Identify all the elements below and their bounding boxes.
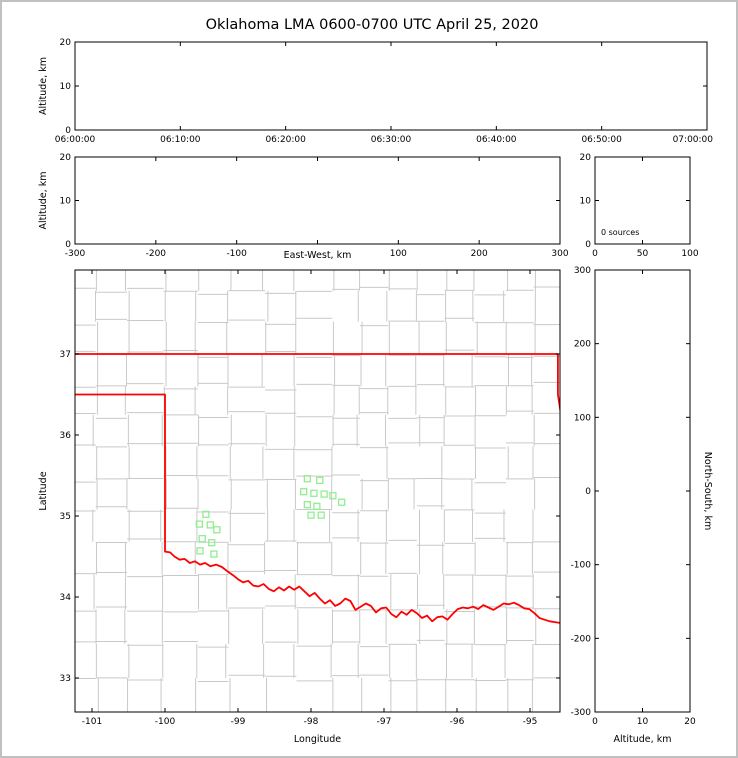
lma-station-marker [210, 550, 218, 558]
time-height-panel-y-tick-label: 10 [60, 82, 72, 92]
lma-station-marker [310, 489, 318, 497]
map-panel-x-tick-label: -99 [231, 717, 246, 727]
ew-height-panel-x-tick-label: 300 [551, 249, 568, 259]
ew-height-panel-x-tick-label: -200 [146, 249, 167, 259]
time-height-panel-x-tick-label: 07:00:00 [673, 135, 714, 145]
ns-height-panel-y-tick-label: -100 [571, 561, 592, 571]
ew-height-panel-y-axis-label: Altitude, km [38, 172, 49, 230]
lma-station-marker [307, 511, 315, 519]
ns-height-panel-y-axis-label: North-South, km [702, 452, 713, 530]
lma-station-marker [320, 490, 328, 498]
lma-station-marker [317, 511, 325, 519]
ew-height-panel-y-tick-label: 20 [60, 153, 72, 163]
lma-station-marker [338, 498, 346, 506]
time-height-panel-y-tick-label: 20 [60, 38, 72, 48]
time-height-panel-x-tick-label: 06:20:00 [265, 135, 306, 145]
ew-height-panel-frame [74, 156, 561, 245]
ns-height-panel-y-tick-label: 100 [574, 413, 591, 423]
ns-height-panel-x-tick-label: 0 [592, 717, 598, 727]
lma-station-marker [303, 500, 312, 509]
state-border-layer [75, 353, 560, 624]
ns-height-panel-x-tick-label: 20 [684, 717, 696, 727]
lma-station-marker [206, 521, 214, 529]
ew-height-panel: -300 -200 -100 100 200 300 0 10 20 East-West, km A… [38, 153, 569, 261]
lma-station-marker [208, 539, 216, 547]
time-height-panel: 06:00:00 06:10:00 06:20:00 06:30:00 06:40:00… [38, 38, 713, 145]
lma-station-marker [195, 520, 203, 528]
map-panel-x-tick-label: -97 [377, 717, 392, 727]
axes-layer: 06:00:00 06:10:00 06:20:00 06:30:00 06:40:00… [38, 38, 713, 745]
ns-height-panel-y-tick-label: 0 [585, 487, 591, 497]
ns-height-panel-y-tick-label: -200 [571, 634, 592, 644]
time-height-panel-frame [74, 41, 708, 131]
time-height-panel-y-axis-label: Altitude, km [38, 57, 49, 115]
ew-height-panel-y-tick-label: 10 [60, 197, 72, 207]
lma-station-marker [329, 492, 337, 500]
county-boundaries-layer [75, 270, 560, 712]
ew-height-panel-x-tick-label: -100 [226, 249, 247, 259]
map-panel-y-tick-label: 33 [60, 674, 71, 684]
lma-station-marker [316, 476, 324, 484]
map-panel-y-tick-label: 35 [60, 512, 71, 522]
time-height-panel-x-tick-label: 06:30:00 [371, 135, 412, 145]
map-panel-x-tick-label: -98 [304, 717, 319, 727]
map-panel: -101 -100 -99 -98 -97 -96 -95 33 34 35 36 37 Longitu… [38, 269, 561, 745]
time-height-panel-x-tick-label: 06:40:00 [476, 135, 517, 145]
source-count-annotation: 0 sources [601, 228, 639, 237]
ew-height-panel-x-tick-label: 100 [390, 249, 407, 259]
lma-station-marker [202, 510, 210, 519]
ns-height-panel-x-axis-label: Altitude, km [614, 734, 672, 745]
map-panel-x-tick-label: -100 [155, 717, 176, 727]
ns-height-panel-y-tick-label: -300 [571, 708, 592, 718]
ns-height-panel-y-tick-label: 200 [574, 340, 591, 350]
time-height-panel-x-tick-label: 06:50:00 [581, 135, 622, 145]
time-height-panel-x-tick-label: 06:10:00 [160, 135, 201, 145]
source-histogram-panel-x-tick-label: 0 [592, 249, 598, 259]
lma-stations-layer [195, 475, 346, 558]
ew-height-panel-x-tick-label: -300 [65, 249, 86, 259]
lma-station-marker [213, 526, 221, 534]
lma-station-marker [313, 502, 321, 510]
lma-station-marker [300, 488, 308, 496]
map-panel-frame [74, 269, 561, 713]
source-histogram-panel-x-tick-label: 100 [681, 249, 698, 259]
source-histogram-panel-y-tick-label: 20 [580, 153, 592, 163]
oklahoma-state-border [557, 354, 560, 415]
ew-height-panel-y-tick-label: 0 [65, 240, 71, 250]
ns-height-panel-frame [594, 269, 691, 713]
map-panel-y-tick-label: 34 [60, 593, 72, 603]
lma-station-marker [198, 535, 206, 543]
source-histogram-panel: 0 50 100 0 10 20 0 sources [580, 153, 699, 259]
lma-station-marker [303, 475, 312, 483]
ns-height-panel-y-tick-label: 300 [574, 266, 591, 276]
ew-height-panel-x-tick-label: 200 [471, 249, 488, 259]
source-histogram-panel-y-tick-label: 10 [580, 197, 592, 207]
ns-height-panel-x-tick-label: 10 [637, 717, 649, 727]
lma-station-marker [196, 547, 204, 555]
time-height-panel-y-tick-label: 0 [65, 126, 71, 136]
source-histogram-panel-x-tick-label: 50 [637, 249, 649, 259]
source-histogram-panel-y-tick-label: 0 [585, 240, 591, 250]
map-panel-y-tick-label: 37 [60, 350, 71, 360]
time-height-panel-x-tick-label: 06:00:00 [55, 135, 96, 145]
ns-height-panel: 0 10 20 -300 -200 -100 0 100 200 300 Altitude, km N… [571, 266, 713, 745]
map-panel-x-tick-label: -96 [450, 717, 465, 727]
map-panel-x-tick-label: -95 [523, 717, 538, 727]
map-panel-y-tick-label: 36 [60, 431, 72, 441]
plot-title: Oklahoma LMA 0600-0700 UTC April 25, 202… [206, 17, 539, 33]
oklahoma-state-border [75, 393, 560, 624]
ew-height-panel-x-axis-label: East-West, km [284, 250, 352, 261]
map-panel-x-tick-label: -101 [82, 717, 102, 727]
map-panel-y-axis-label: Latitude [38, 471, 49, 510]
map-panel-x-axis-label: Longitude [294, 734, 341, 745]
